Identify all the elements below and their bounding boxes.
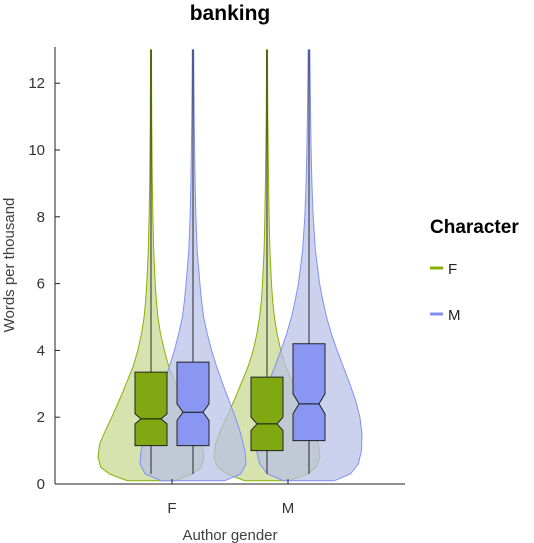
y-axis-label: Words per thousand bbox=[1, 198, 18, 333]
chart-title: banking bbox=[190, 2, 271, 25]
box-f-m bbox=[250, 376, 284, 452]
legend: Character F M bbox=[430, 217, 519, 324]
y-tick-label: 2 bbox=[37, 409, 45, 426]
boxplot-f-char-f-author bbox=[134, 49, 168, 474]
x-tick-label: F bbox=[167, 500, 176, 517]
boxplot-f-char-m-author bbox=[250, 49, 284, 474]
y-tick-label: 6 bbox=[37, 276, 45, 293]
axes: 0 2 4 6 8 10 12 F M bbox=[28, 47, 405, 517]
y-tick-label: 8 bbox=[37, 209, 45, 226]
boxplot-m-char-m-author bbox=[292, 49, 326, 474]
legend-item-m: M bbox=[430, 307, 461, 324]
plot-area bbox=[97, 49, 363, 482]
box-f-f bbox=[134, 371, 168, 447]
box-m-m bbox=[292, 343, 326, 442]
y-tick-label: 10 bbox=[28, 142, 45, 159]
y-tick-label: 4 bbox=[37, 342, 45, 359]
legend-label-m: M bbox=[448, 307, 461, 324]
y-tick-label: 0 bbox=[37, 476, 45, 493]
legend-label-f: F bbox=[448, 261, 457, 278]
legend-item-f: F bbox=[430, 261, 457, 278]
y-tick-label: 12 bbox=[28, 75, 45, 92]
x-tick-label: M bbox=[282, 500, 295, 517]
boxplot-m-char-f-author bbox=[176, 49, 210, 474]
x-axis-label: Author gender bbox=[182, 527, 277, 543]
legend-title: Character bbox=[430, 217, 519, 238]
box-m-f bbox=[176, 361, 210, 447]
